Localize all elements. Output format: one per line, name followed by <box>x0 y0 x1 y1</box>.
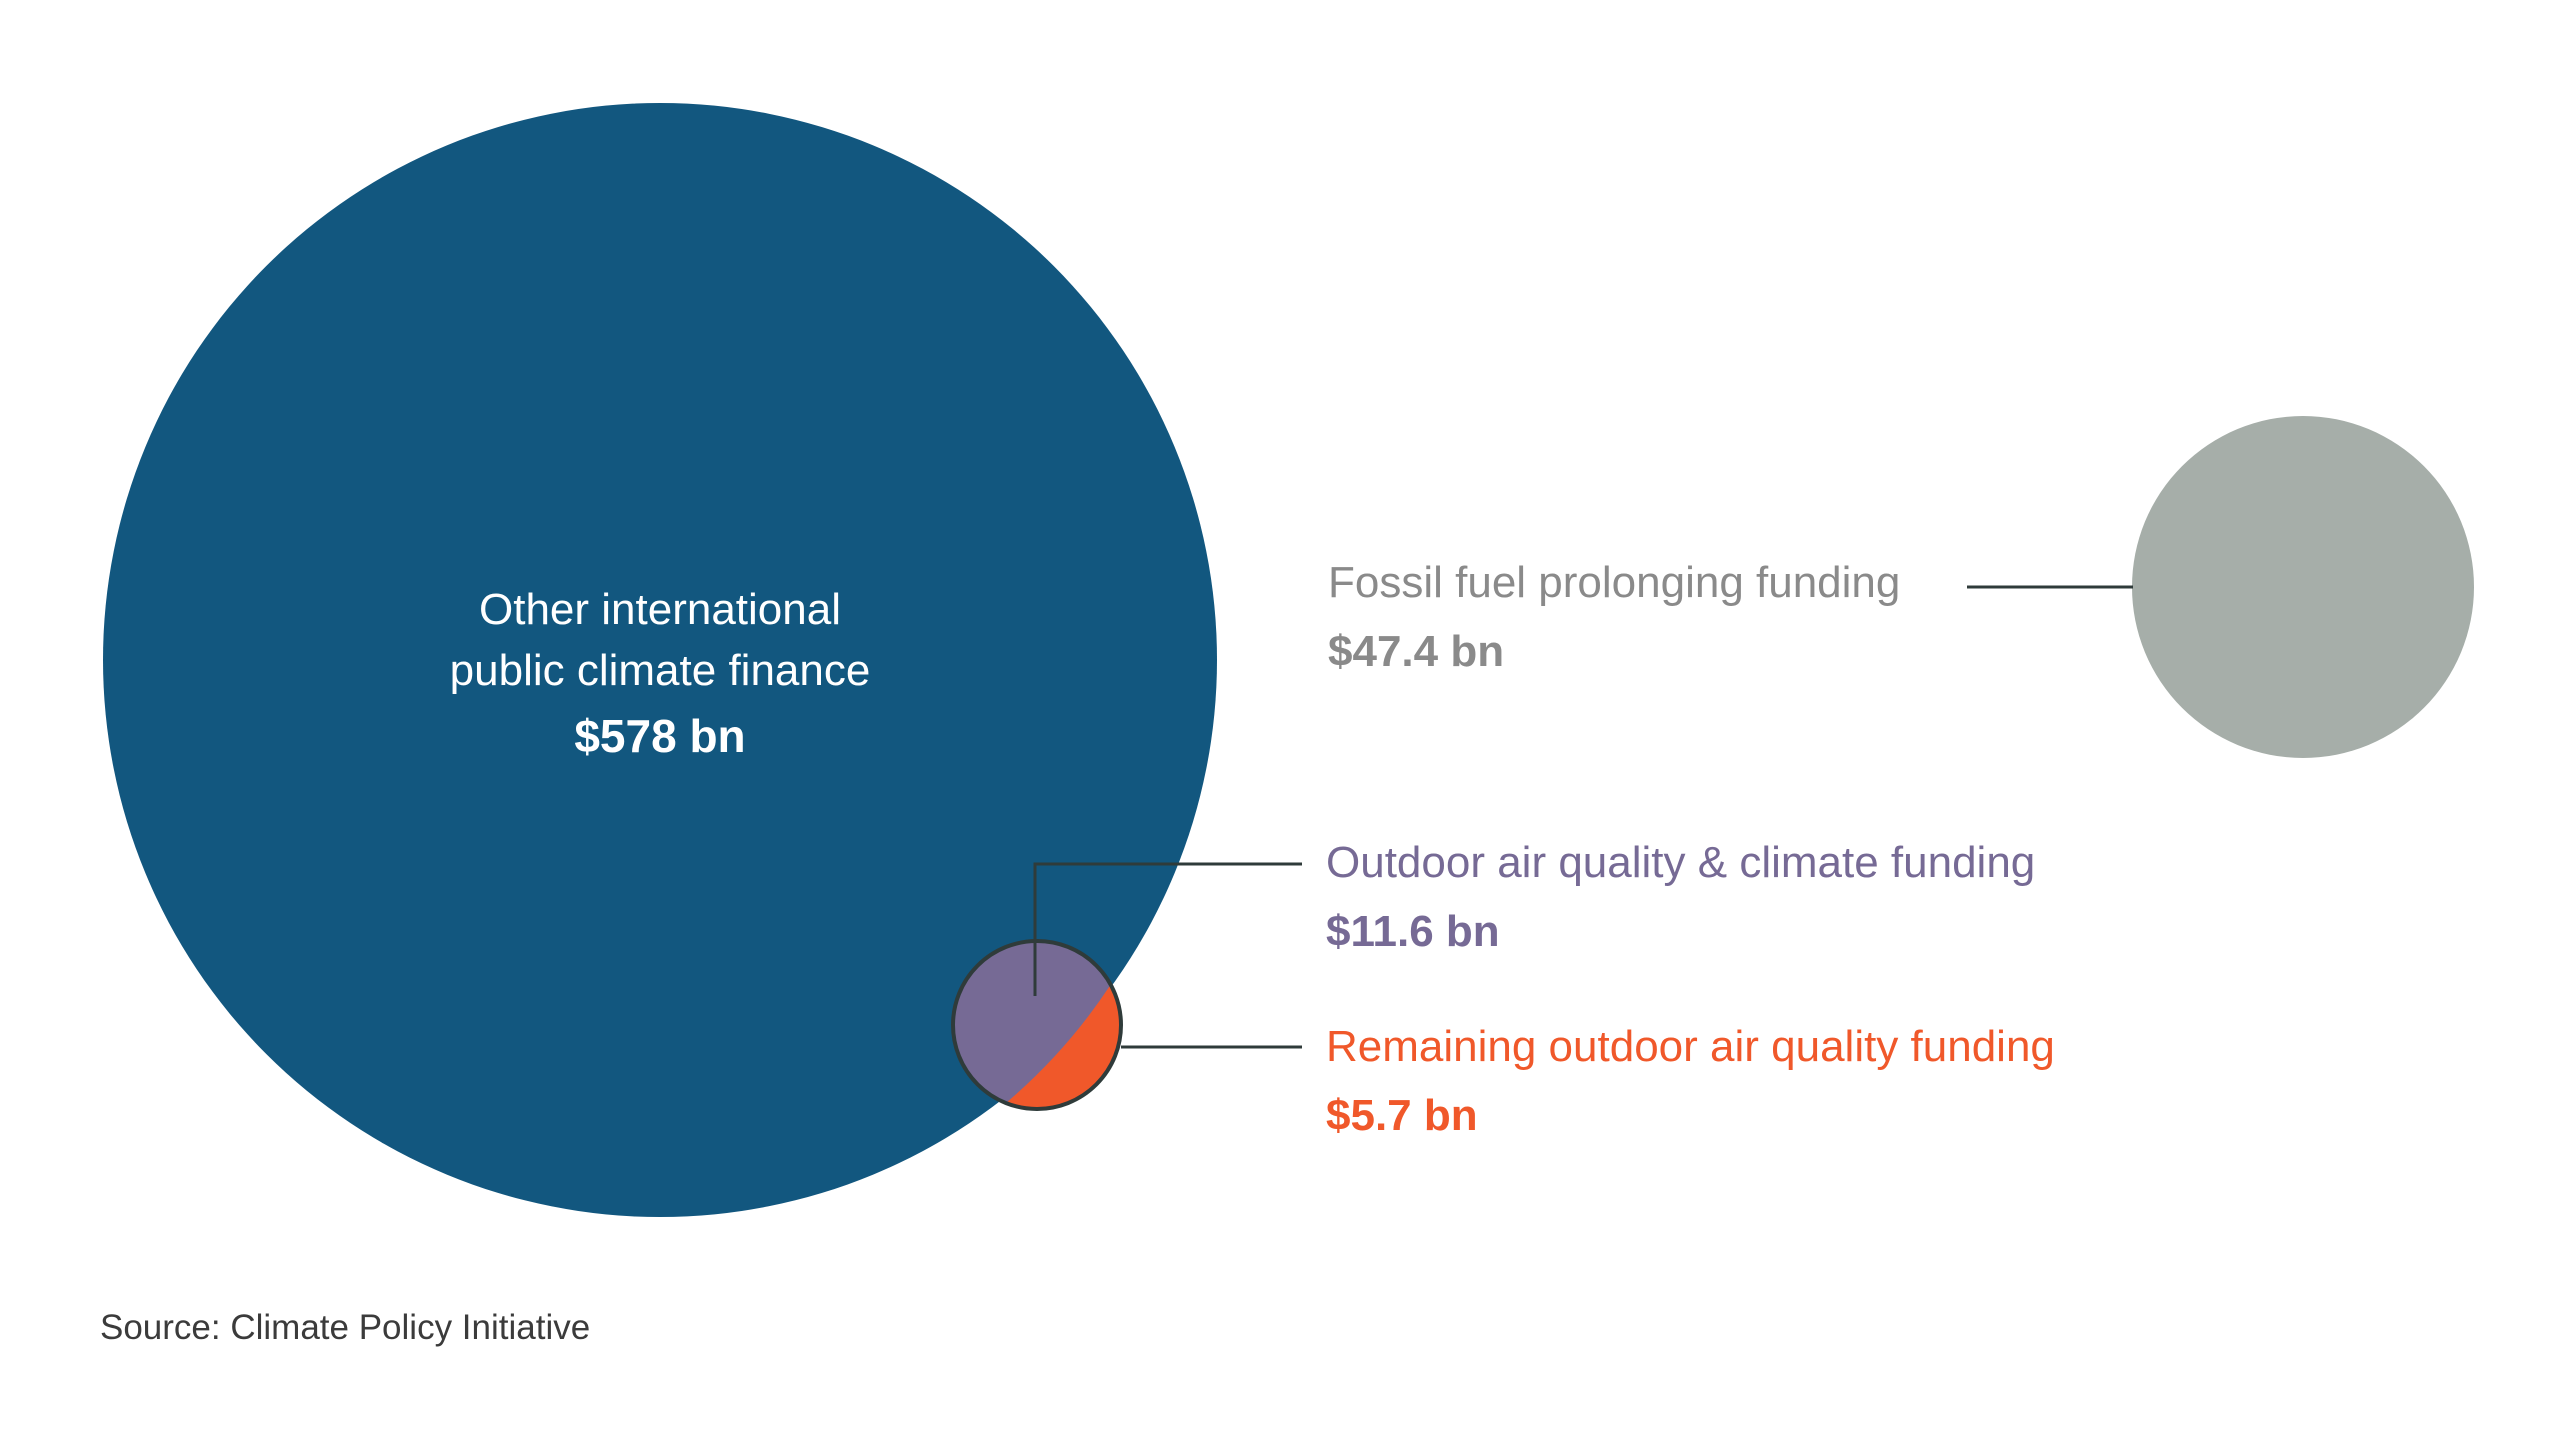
value-remaining-outdoor-air: $5.7 bn <box>1326 1091 1478 1140</box>
value-other-climate-finance: $578 bn <box>574 710 745 762</box>
label-other-climate-finance-line1: Other international <box>479 585 841 634</box>
value-fossil-fuel: $47.4 bn <box>1328 627 1504 676</box>
bubble-outline <box>951 939 1123 1111</box>
bubble-fossil-fuel <box>2132 416 2474 758</box>
bubble-remaining-outdoor-air <box>1005 984 1121 1110</box>
label-fossil-fuel: Fossil fuel prolonging funding <box>1328 558 1900 607</box>
bubble-other-climate-finance <box>103 103 1217 1217</box>
label-other-climate-finance-line2: public climate finance <box>450 646 871 695</box>
bubble-outdoor-air-quality <box>951 939 1123 1111</box>
label-outdoor-air-climate: Outdoor air quality & climate funding <box>1326 838 2035 887</box>
value-outdoor-air-climate: $11.6 bn <box>1326 907 1500 956</box>
leader-outdoor-air-climate <box>1033 862 1302 996</box>
source-note: Source: Climate Policy Initiative <box>100 1308 591 1347</box>
label-remaining-outdoor-air: Remaining outdoor air quality funding <box>1326 1022 2055 1071</box>
